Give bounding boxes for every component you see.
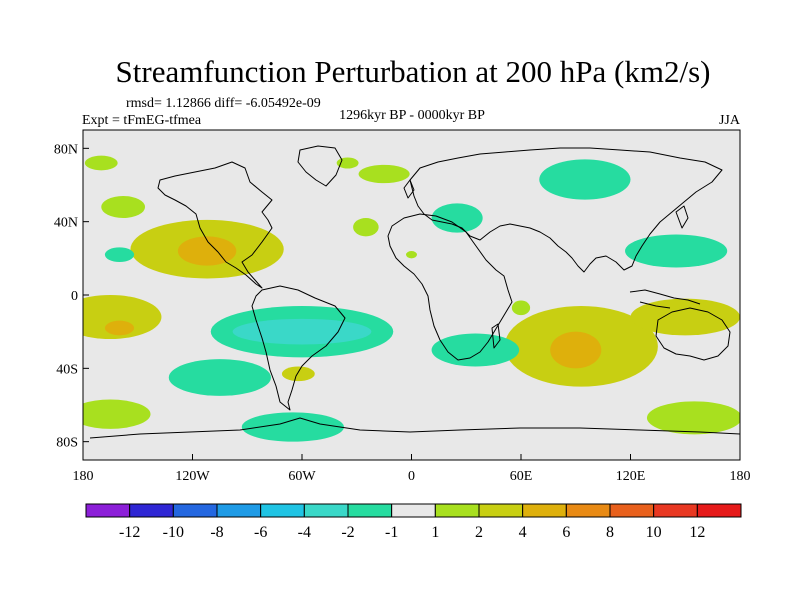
colorbar-box-3 — [216, 503, 262, 518]
colorbar-label-0: -12 — [119, 524, 140, 541]
colorbar-box-1 — [129, 503, 174, 518]
coast-greenland — [297, 145, 343, 187]
field-region-4 — [353, 218, 379, 237]
field-region-15 — [232, 318, 372, 345]
coastlines — [89, 145, 740, 439]
colorbar-label-7: 1 — [431, 524, 439, 541]
x-tick-label-4: 60E — [510, 469, 533, 484]
field-region-25 — [336, 157, 359, 169]
colorbar-label-5: -2 — [341, 524, 354, 541]
colorbar-label-3: -6 — [254, 524, 267, 541]
field-region-10 — [550, 331, 602, 369]
colorbar-label-13: 12 — [689, 524, 705, 541]
colorbar-label-1: -10 — [163, 524, 184, 541]
field-region-6 — [511, 300, 531, 316]
colorbar-box-9 — [478, 503, 524, 518]
field-region-12 — [83, 399, 151, 429]
colorbar-label-9: 4 — [519, 524, 527, 541]
coast-eurasia — [409, 147, 723, 273]
colorbar-box-5 — [303, 503, 349, 518]
field-region-21 — [431, 203, 483, 233]
center-string: 1296kyr BP - 0000kyr BP — [339, 108, 485, 123]
colorbar-box-0 — [85, 503, 131, 518]
field-region-17 — [281, 366, 315, 382]
field-region-11 — [630, 298, 740, 336]
colorbar-label-11: 8 — [606, 524, 614, 541]
field-region-18 — [241, 412, 344, 442]
colorbar-label-8: 2 — [475, 524, 483, 541]
colorbar-box-6 — [347, 503, 393, 518]
y-tick-label-3: 40S — [56, 362, 78, 377]
field-region-2 — [358, 164, 410, 184]
y-tick-label-2: 0 — [71, 289, 78, 304]
field-region-16 — [168, 359, 271, 396]
field-region-20 — [625, 234, 728, 268]
coast-north-america — [157, 161, 273, 289]
coast-antarctica — [89, 417, 740, 439]
colorbar-box-13 — [653, 503, 698, 518]
field-region-8 — [104, 320, 135, 336]
coast-australia — [655, 307, 731, 361]
x-tick-label-0: 180 — [73, 469, 94, 484]
colorbar-label-12: 10 — [646, 524, 662, 541]
colorbar-box-8 — [434, 503, 480, 518]
coast-madagascar — [491, 323, 501, 349]
colorbar-box-14 — [696, 503, 742, 518]
colorbar-box-4 — [260, 503, 305, 518]
field-region-19 — [539, 159, 631, 200]
field-region-24 — [84, 155, 118, 171]
axis-ticks: 180 120W 60W 0 60E 120E 180 80N 40N 0 40S 80S — [54, 142, 751, 484]
colorbar-box-11 — [565, 503, 611, 518]
x-tick-label-5: 120E — [616, 469, 646, 484]
x-tick-label-3: 0 — [408, 469, 415, 484]
x-tick-label-1: 120W — [175, 469, 210, 484]
x-tick-label-2: 60W — [288, 469, 316, 484]
colorbar-box-12 — [609, 503, 655, 518]
left-string: Expt = tFmEG-tfmea — [82, 113, 202, 128]
field-region-22 — [431, 333, 520, 367]
field-region-13 — [646, 401, 740, 435]
coast-japan — [675, 205, 689, 229]
colorbar-box-2 — [172, 503, 218, 518]
colorbar-label-2: -8 — [210, 524, 223, 541]
field-region-23 — [104, 247, 135, 262]
y-tick-label-0: 80N — [54, 142, 78, 157]
right-string: JJA — [719, 113, 741, 128]
coast-africa — [387, 213, 513, 361]
colorbar-box-7 — [391, 503, 436, 518]
y-tick-label-4: 80S — [56, 436, 78, 451]
x-tick-label-6: 180 — [730, 469, 751, 484]
field-region-5 — [406, 251, 417, 259]
colorbar-label-4: -4 — [298, 524, 311, 541]
field-region-1 — [177, 236, 237, 266]
colorbar: -12 -10 -8 -6 -4 -2 -1 1 2 4 6 8 10 12 — [85, 503, 742, 541]
field-regions — [83, 155, 740, 442]
colorbar-label-10: 6 — [562, 524, 570, 541]
coast-uk — [403, 179, 415, 199]
chart-title: Streamfunction Perturbation at 200 hPa (… — [116, 54, 711, 89]
coast-south-america — [251, 285, 346, 411]
coast-indonesia — [629, 289, 701, 309]
colorbar-label-6: -1 — [385, 524, 398, 541]
map-background — [83, 130, 740, 460]
field-region-3 — [101, 196, 146, 218]
colorbar-box-10 — [522, 503, 567, 518]
y-tick-label-1: 40N — [54, 216, 78, 231]
field-region-7 — [83, 295, 162, 339]
stats-text: rmsd= 1.12866 diff= -6.05492e-09 — [126, 96, 321, 111]
